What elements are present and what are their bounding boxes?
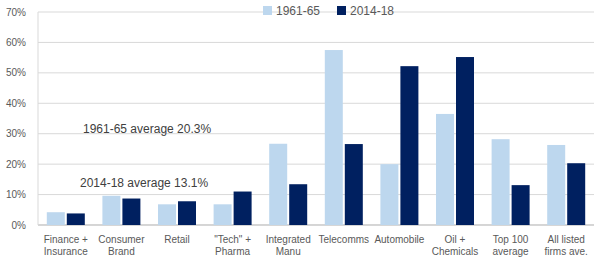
tick-label: 40%	[6, 98, 26, 109]
category-line: "Tech" +	[214, 234, 251, 245]
annotation: 1961-65 average 20.3%	[83, 122, 211, 136]
category-line: Chemicals	[432, 246, 479, 257]
chart: 0% 10% 20% 30% 40% 50% 60% 70% Finance +Insuranc…	[0, 0, 600, 271]
bar	[158, 204, 176, 225]
category-line: Finance +	[44, 234, 88, 245]
bar	[456, 57, 474, 225]
category-label: Retail	[164, 234, 190, 245]
grid-line	[38, 164, 594, 165]
category-label: Top 100average	[493, 234, 530, 257]
category-label: Telecomms	[319, 234, 370, 245]
bar	[492, 139, 510, 225]
category-line: firms ave.	[545, 246, 588, 257]
tick-label: 30%	[6, 128, 26, 139]
bar	[400, 66, 418, 225]
category-line: Consumer	[98, 234, 145, 245]
bar	[269, 144, 287, 225]
bar	[234, 192, 252, 225]
category-line: Brand	[108, 246, 135, 257]
legend-label: 2014-18	[350, 4, 394, 18]
x-axis	[38, 225, 594, 226]
legend-swatch	[337, 6, 346, 15]
bar	[214, 204, 232, 225]
bar	[47, 212, 65, 225]
category-line: Retail	[164, 234, 190, 245]
bar	[345, 144, 363, 225]
category-line: Automobile	[374, 234, 424, 245]
category-label: All listedfirms ave.	[545, 234, 588, 257]
category-label: Finance +Insurance	[44, 234, 88, 257]
bar	[102, 196, 120, 225]
legend-swatch	[263, 6, 272, 15]
tick-label: 50%	[6, 67, 26, 78]
bar	[547, 145, 565, 225]
category-label: IntegratedManu	[266, 234, 311, 257]
category-line: Top 100	[493, 234, 529, 245]
category-line: Manu	[276, 246, 301, 257]
bar	[289, 184, 307, 225]
category-line: Telecomms	[319, 234, 370, 245]
bar	[512, 185, 530, 225]
category-line: Integrated	[266, 234, 311, 245]
grid-line	[38, 42, 594, 43]
legend-label: 1961-65	[276, 4, 320, 18]
tick-label: 70%	[6, 7, 26, 18]
tick-label: 60%	[6, 37, 26, 48]
bar	[325, 50, 343, 225]
grid-line	[38, 103, 594, 104]
bar	[178, 201, 196, 225]
category-label: Automobile	[374, 234, 424, 245]
category-label: "Tech" +Pharma	[214, 234, 251, 257]
bar	[122, 199, 140, 225]
bar	[567, 163, 585, 225]
grid-line	[38, 72, 594, 73]
tick-label: 10%	[6, 189, 26, 200]
category-line: All listed	[548, 234, 585, 245]
tick-label: 0%	[12, 220, 27, 231]
bar	[67, 213, 85, 225]
annotation: 2014-18 average 13.1%	[80, 176, 208, 190]
category-label: ConsumerBrand	[98, 234, 145, 257]
category-line: Pharma	[215, 246, 250, 257]
grid-line	[38, 194, 594, 195]
category-label: Oil +Chemicals	[432, 234, 479, 257]
y-axis	[38, 12, 39, 225]
bar	[380, 164, 398, 225]
bars	[47, 50, 585, 225]
category-line: average	[493, 246, 530, 257]
bar	[436, 114, 454, 225]
tick-label: 20%	[6, 159, 26, 170]
category-line: Insurance	[44, 246, 88, 257]
grid-line	[38, 225, 594, 226]
category-line: Oil +	[445, 234, 466, 245]
